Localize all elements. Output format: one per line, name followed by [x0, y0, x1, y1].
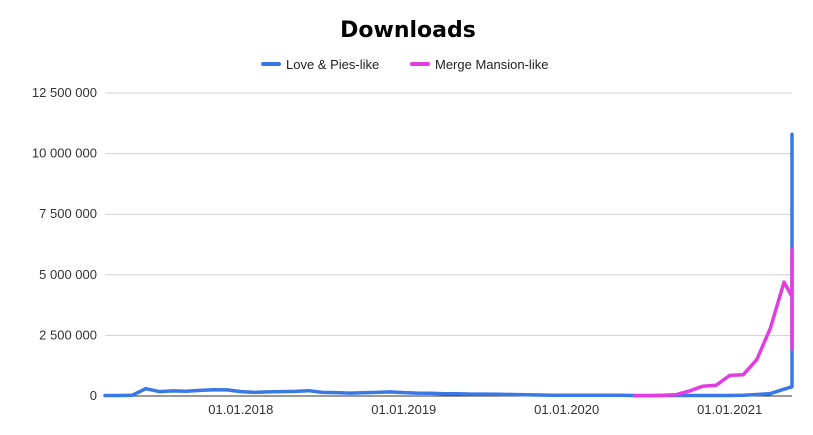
- y-axis-ticks: 0 2 500 000 5 000 000 7 500 000 10 000 000 12…: [32, 85, 97, 403]
- y-tick-label: 10 000 000: [32, 146, 97, 161]
- legend-label-love-pies: Love & Pies-like: [286, 57, 379, 72]
- x-axis-ticks: 01.01.2018 01.01.2019 01.01.2020 01.01.2021…: [208, 402, 762, 417]
- series-line-merge-mansion[interactable]: [632, 247, 794, 398]
- legend: Love & Pies-like Merge Mansion-like: [261, 57, 548, 72]
- y-tick-label: 2 500 000: [39, 327, 97, 342]
- y-tick-label: 12 500 000: [32, 85, 97, 100]
- legend-item-love-pies[interactable]: Love & Pies-like: [261, 57, 379, 72]
- y-tick-label: 5 000 000: [39, 267, 97, 282]
- series-line-love-pies[interactable]: [103, 132, 794, 398]
- series-lines: [103, 132, 794, 398]
- y-tick-label: 0: [90, 388, 97, 403]
- x-tick-label: 01.01.2020: [534, 402, 599, 417]
- chart-title: Downloads: [340, 18, 476, 43]
- gridlines: [105, 92, 792, 336]
- x-tick-label: 01.01.2021: [697, 402, 762, 417]
- y-tick-label: 7 500 000: [39, 206, 97, 221]
- legend-label-merge-mansion: Merge Mansion-like: [435, 57, 548, 72]
- x-tick-label: 01.01.2018: [208, 402, 273, 417]
- legend-item-merge-mansion[interactable]: Merge Mansion-like: [410, 57, 548, 72]
- x-tick-label: 01.01.2019: [371, 402, 436, 417]
